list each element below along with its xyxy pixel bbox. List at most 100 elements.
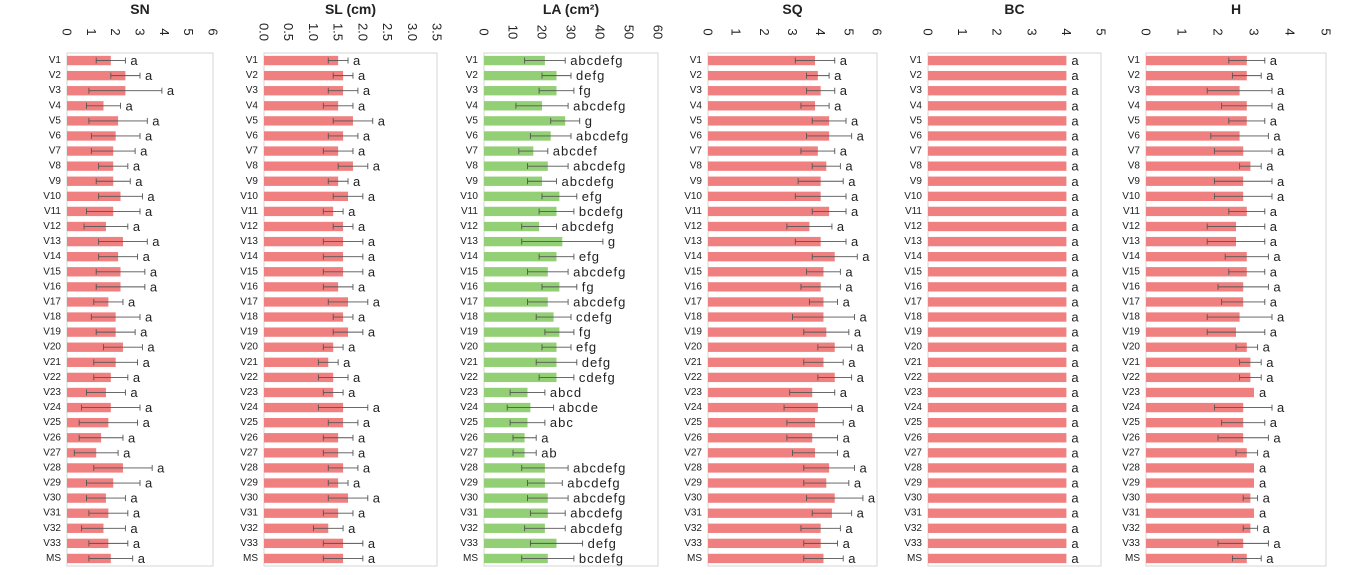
significance-letter-h: a: [1277, 189, 1285, 204]
significance-letter-sn: a: [130, 521, 138, 536]
bar-h-v26: [1146, 433, 1244, 443]
significance-letter-la: abcdefg: [576, 128, 629, 143]
significance-letter-la: abcdefg: [570, 506, 623, 521]
significance-letter-sq: a: [834, 98, 842, 113]
plot-frame-sn: [66, 52, 214, 567]
bar-bc-v27: [928, 448, 1067, 458]
category-label-sn: V16: [43, 281, 61, 292]
tick-label-bc: 4: [1059, 28, 1074, 35]
bar-h-v2: [1146, 70, 1247, 81]
category-label-sn: V14: [43, 251, 61, 262]
tick-label-sq: 1: [729, 28, 744, 35]
category-label-sn: V18: [43, 312, 61, 323]
category-label-h: V21: [1122, 357, 1140, 368]
significance-letter-sn: a: [152, 234, 160, 249]
category-label-h: V1: [1128, 55, 1141, 66]
category-label-sq: V20: [684, 342, 702, 353]
bar-sn-v20: [67, 342, 123, 352]
tick-label-sq: 2: [757, 28, 772, 35]
category-label-h: V2: [1128, 70, 1141, 81]
bar-sn-v15: [67, 267, 121, 277]
significance-letter-sn: a: [123, 445, 131, 460]
category-label-sn: V32: [43, 523, 61, 534]
category-label-sq: V6: [690, 130, 703, 141]
category-label-la: V25: [460, 417, 478, 428]
significance-letter-sn: a: [145, 204, 153, 219]
category-label-h: V32: [1122, 523, 1140, 534]
significance-letter-h: a: [1263, 445, 1271, 460]
significance-letter-sq: a: [840, 53, 848, 68]
category-label-bc: V7: [910, 146, 923, 157]
significance-letter-sl: a: [368, 325, 376, 340]
bar-bc-v2: [928, 70, 1067, 81]
significance-letter-bc: a: [1071, 536, 1079, 551]
significance-letter-h: a: [1277, 174, 1285, 189]
bar-sq-v20: [708, 342, 835, 352]
bar-h-v6: [1146, 131, 1240, 141]
tick-label-bc: 5: [1094, 28, 1109, 35]
category-label-bc: V32: [904, 523, 922, 534]
category-label-sl: V25: [240, 417, 258, 428]
significance-letter-bc: a: [1071, 234, 1079, 249]
bar-la-v6: [484, 131, 551, 141]
significance-letter-bc: a: [1071, 294, 1079, 309]
plot-frame-sl: [263, 52, 438, 567]
panel-bc: BC 0 1 2 3 4 5 V1 a V2 a V3 a V4 a V5 a V6 a V7 a V8 a V9 a V10 a V…: [904, 1, 1109, 567]
category-label-bc: V6: [910, 130, 923, 141]
significance-letter-sq: a: [848, 415, 856, 430]
significance-letter-sl: a: [358, 144, 366, 159]
significance-letter-bc: a: [1071, 340, 1079, 355]
chart-title-h: H: [1231, 1, 1241, 17]
significance-letter-h: a: [1273, 536, 1281, 551]
bar-h-v8: [1146, 161, 1251, 171]
significance-letter-la: efg: [582, 189, 603, 204]
bar-la-v21: [484, 357, 557, 367]
significance-letter-la: defg: [576, 68, 605, 83]
bar-la-v22: [484, 372, 557, 383]
significance-letter-sn: a: [133, 159, 141, 174]
category-label-bc: V16: [904, 281, 922, 292]
significance-letter-la: defg: [588, 536, 617, 551]
category-label-sl: V18: [240, 312, 258, 323]
bar-sl-v20: [264, 342, 334, 352]
bar-sq-v6: [708, 131, 830, 141]
bar-h-v25: [1146, 417, 1244, 428]
category-label-sq: V16: [684, 281, 702, 292]
bar-la-v1: [484, 55, 545, 66]
category-label-sn: V12: [43, 221, 61, 232]
bar-bc-v10: [928, 191, 1067, 202]
bar-sq-v10: [708, 191, 821, 202]
bar-bc-v19: [928, 327, 1067, 337]
tick-label-sl: 2.0: [355, 23, 370, 41]
tick-label-sl: 1.5: [331, 23, 346, 41]
bar-sq-v21: [708, 357, 824, 367]
bar-h-ms: [1146, 553, 1247, 564]
bar-la-v2: [484, 70, 557, 81]
category-label-la: V33: [460, 538, 478, 549]
significance-letter-sl: a: [373, 294, 381, 309]
category-label-sl: V2: [246, 70, 259, 81]
category-label-h: V31: [1122, 508, 1140, 519]
bar-h-v12: [1146, 221, 1236, 232]
category-label-h: V16: [1122, 281, 1140, 292]
significance-letter-sn: a: [130, 53, 138, 68]
tick-label-h: 3: [1247, 28, 1262, 35]
category-label-h: V28: [1122, 462, 1140, 473]
significance-letter-sn: a: [143, 249, 151, 264]
significance-letter-sn: a: [126, 98, 134, 113]
significance-letter-la: abcdefg: [570, 53, 623, 68]
significance-letter-sn: a: [133, 370, 141, 385]
bar-sn-v21: [67, 357, 116, 367]
significance-letter-sl: a: [368, 264, 376, 279]
significance-letter-h: a: [1270, 264, 1278, 279]
significance-letter-sl: a: [363, 415, 371, 430]
category-label-sn: V2: [49, 70, 62, 81]
significance-letter-sl: a: [368, 551, 376, 566]
significance-letter-sn: a: [150, 264, 158, 279]
significance-letter-sn: a: [130, 385, 138, 400]
significance-letter-sq: a: [857, 370, 865, 385]
category-label-sl: V23: [240, 387, 258, 398]
bar-sl-v9: [264, 176, 339, 186]
bar-bc-v21: [928, 357, 1067, 367]
tick-label-la: 50: [622, 25, 637, 39]
